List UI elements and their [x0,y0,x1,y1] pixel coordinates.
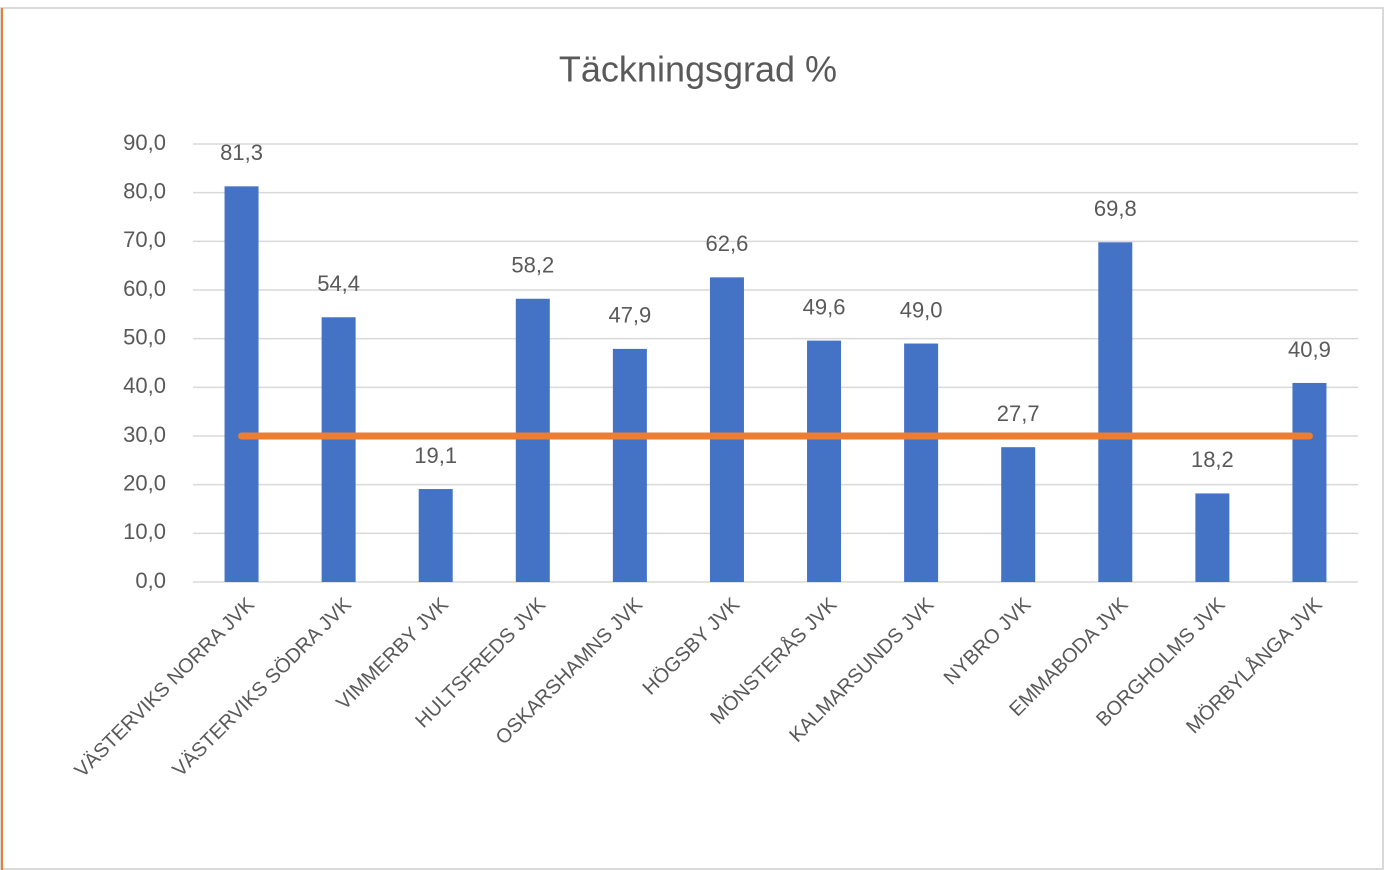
data-label: 58,2 [511,253,554,278]
y-tick-label: 30,0 [123,422,166,447]
x-tick-label: NYBRO JVK [940,593,1036,689]
bar [904,343,939,582]
data-label: 81,3 [220,140,263,165]
bar [224,186,259,582]
y-tick-label: 90,0 [123,130,166,155]
bar [418,489,453,582]
chart-title: Täckningsgrad % [559,49,837,90]
y-tick-label: 60,0 [123,276,166,301]
bar [515,298,550,582]
y-tick-label: 80,0 [123,178,166,203]
bar [1195,493,1230,582]
y-tick-label: 10,0 [123,519,166,544]
y-tick-label: 0,0 [135,568,166,593]
bar [1098,242,1133,582]
data-label: 62,6 [706,231,749,256]
x-tick-label: VÄSTERVIKS NORRA JVK [71,593,260,782]
bar [612,348,647,582]
data-label: 47,9 [608,303,651,328]
x-tick-label: HÖGSBY JVK [639,593,745,699]
data-label: 49,0 [900,297,943,322]
y-tick-label: 20,0 [123,470,166,495]
y-tick-label: 70,0 [123,227,166,252]
data-label: 18,2 [1191,447,1234,472]
y-tick-label: 40,0 [123,373,166,398]
data-label: 40,9 [1288,337,1331,362]
x-tick-label: VÄSTERVIKS SÖDRA JVK [168,593,356,781]
y-tick-label: 50,0 [123,324,166,349]
data-label: 49,6 [803,294,846,319]
data-label: 69,8 [1094,196,1137,221]
bar [1001,447,1036,582]
bar [1292,382,1327,582]
data-label: 19,1 [414,443,457,468]
bar [709,277,744,582]
bar [807,340,842,582]
data-label: 27,7 [997,401,1040,426]
data-label: 54,4 [317,271,360,296]
bar [321,317,356,582]
